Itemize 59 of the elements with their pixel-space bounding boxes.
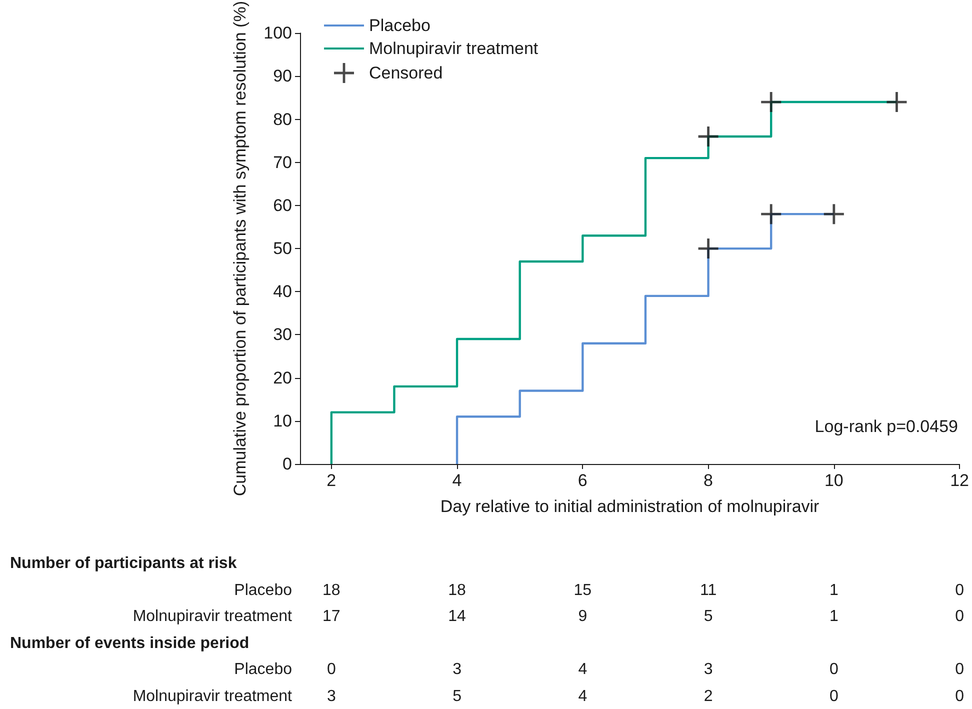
text: Number of events inside period xyxy=(10,634,250,652)
x-tick-label: 12 xyxy=(950,471,970,490)
point xyxy=(698,238,718,259)
text: 3 xyxy=(704,661,713,679)
y-tick-label: 80 xyxy=(273,110,292,129)
text: 4 xyxy=(578,688,588,706)
x-tick-label: 10 xyxy=(824,471,844,490)
text: 5 xyxy=(704,608,713,626)
y-tick-label: 70 xyxy=(273,152,292,172)
text: 0 xyxy=(955,688,964,706)
text: 11 xyxy=(700,582,717,600)
y-tick-label: 60 xyxy=(273,196,292,215)
point xyxy=(824,204,844,224)
text: 14 xyxy=(448,608,466,626)
x-tick-label: 4 xyxy=(452,471,462,490)
text: 0 xyxy=(955,661,964,679)
point xyxy=(698,126,718,147)
text: Placebo xyxy=(234,661,292,679)
y-tick-label: 0 xyxy=(282,454,292,474)
text: 1 xyxy=(829,582,838,600)
x-tick-label: 2 xyxy=(326,471,336,490)
text: 0 xyxy=(829,688,838,706)
y-tick-label: 50 xyxy=(273,239,292,258)
y-tick-label: 100 xyxy=(264,24,292,43)
text: 18 xyxy=(448,582,466,600)
x-tick-label: 6 xyxy=(578,471,588,490)
annotation: Log-rank p=0.0459 xyxy=(814,417,958,436)
point xyxy=(886,92,907,112)
text: 18 xyxy=(322,582,340,600)
x-axis-title: Day relative to initial administration of molnupiravir xyxy=(440,497,820,516)
text: 1 xyxy=(829,608,838,626)
y-tick-label: 40 xyxy=(273,282,292,302)
legend-label: Censored xyxy=(369,64,443,82)
point xyxy=(761,204,782,224)
y-tick-label: 10 xyxy=(273,411,292,430)
text: 3 xyxy=(452,661,462,679)
text: 15 xyxy=(574,582,592,600)
text: 3 xyxy=(326,688,336,706)
text: Number of participants at risk xyxy=(10,555,237,573)
point xyxy=(761,92,782,112)
y-tick-label: 30 xyxy=(273,325,292,344)
legend-label: Placebo xyxy=(369,16,430,35)
text: 0 xyxy=(829,661,838,679)
text: 9 xyxy=(578,608,588,626)
text: Molnupiravir treatment xyxy=(132,688,292,706)
y-axis-title: Cumulative proportion of participants with symptom resolution (%) xyxy=(230,1,250,496)
x-tick-label: 8 xyxy=(704,471,714,490)
text: 0 xyxy=(955,608,964,626)
text: 17 xyxy=(322,608,340,626)
text: 5 xyxy=(452,688,462,706)
y-tick-label: 90 xyxy=(273,66,292,86)
text: 4 xyxy=(578,661,588,679)
legend-label: Molnupiravir treatment xyxy=(369,39,538,58)
text: 0 xyxy=(955,582,964,600)
text: 0 xyxy=(326,661,336,679)
text: Molnupiravir treatment xyxy=(132,608,292,626)
text: 2 xyxy=(704,688,713,706)
text: Placebo xyxy=(234,582,292,600)
y-tick-label: 20 xyxy=(273,368,292,388)
